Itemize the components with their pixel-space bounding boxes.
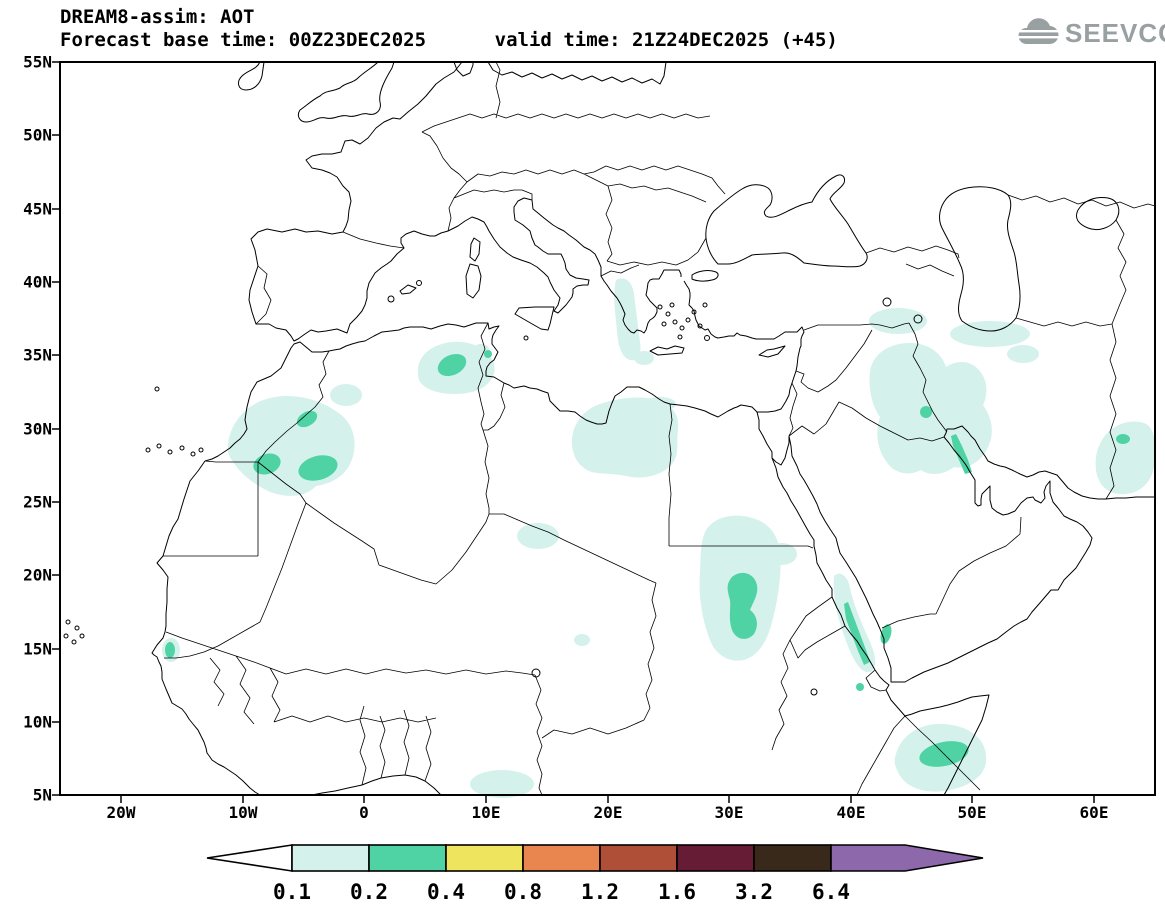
sea-marmara <box>691 270 719 282</box>
borders-mideast <box>788 322 1022 629</box>
y-axis-label: 40N <box>23 273 52 292</box>
colorbar-label: 6.4 <box>812 880 850 904</box>
colorbar-label: 0.2 <box>350 880 388 904</box>
borders-iran-east <box>1007 194 1156 500</box>
y-axis-label: 45N <box>23 200 52 219</box>
colorbar <box>206 844 984 872</box>
colorbar-label: 0.1 <box>273 880 311 904</box>
y-axis-label: 5N <box>33 786 52 805</box>
coastline-turkey-africa <box>151 280 805 796</box>
axis-ticks <box>52 61 1095 803</box>
cloud-icon <box>1018 18 1060 45</box>
colorbar-right-arrow <box>830 844 984 872</box>
borders-europe <box>255 61 960 325</box>
x-axis-label: 20E <box>594 803 623 822</box>
island-corsica <box>469 237 481 262</box>
coastline-ireland <box>238 61 265 91</box>
colorbar-segment-5 <box>599 844 678 872</box>
aot-shading-level2 <box>165 350 1130 767</box>
colorbar-label: 1.2 <box>581 880 619 904</box>
colorbar-label: 3.2 <box>735 880 773 904</box>
aot-shading-level1 <box>162 278 1156 798</box>
coastline-gulf-of-guinea <box>311 774 442 796</box>
country-borders <box>163 61 1156 796</box>
seevccc-logo: SEEVCCC <box>1016 16 1165 50</box>
x-axis-label: 60E <box>1080 803 1109 822</box>
y-axis-label: 10N <box>23 713 52 732</box>
x-axis-label: 10E <box>472 803 501 822</box>
y-axis-label: 20N <box>23 566 52 585</box>
y-axis-label: 50N <box>23 126 52 145</box>
y-axis-label: 55N <box>23 53 52 72</box>
x-axis-label: 0 <box>359 803 369 822</box>
x-axis-label: 40E <box>837 803 866 822</box>
forecast-subtitle: Forecast base time: 00Z23DEC2025 valid t… <box>60 29 838 51</box>
colorbar-segment-1 <box>291 844 370 872</box>
coastline-redsea-somalia <box>756 411 990 796</box>
colorbar-segment-7 <box>753 844 832 872</box>
y-axis-label: 25N <box>23 493 52 512</box>
colorbar-label: 0.4 <box>427 880 465 904</box>
island-crete <box>649 345 685 356</box>
colorbar-label: 1.6 <box>658 880 696 904</box>
colorbar-segment-2 <box>368 844 447 872</box>
y-axis-label: 15N <box>23 640 52 659</box>
colorbar-labels: 0.1 0.2 0.4 0.8 1.2 1.6 3.2 6.4 <box>273 880 850 904</box>
island-dots <box>63 280 923 696</box>
coastline-arabia-persiangulf <box>771 425 1155 683</box>
x-axis-label: 20W <box>107 803 136 822</box>
colorbar-label: 0.8 <box>504 880 542 904</box>
island-mallorca <box>399 284 417 295</box>
coastlines <box>151 61 1155 796</box>
island-cyprus <box>758 345 786 358</box>
sea-caspian <box>939 186 1021 332</box>
borders-africa <box>163 322 981 796</box>
colorbar-segment-4 <box>522 844 601 872</box>
sea-black <box>705 174 868 268</box>
island-sardinia <box>465 263 482 299</box>
island-sicily <box>514 306 555 331</box>
x-axis-labels: 20W 10W 0 10E 20E 30E 40E 50E 60E <box>107 803 1109 822</box>
y-axis-label: 35N <box>23 346 52 365</box>
coastline-baltic <box>487 61 667 85</box>
y-axis-labels: 55N 50N 45N 40N 35N 30N 25N 20N 15N 10N … <box>23 53 52 805</box>
x-axis-label: 10W <box>229 803 258 822</box>
x-axis-label: 50E <box>958 803 987 822</box>
colorbar-segment-6 <box>676 844 755 872</box>
y-axis-label: 30N <box>23 420 52 439</box>
coastline-britain <box>297 61 395 123</box>
plot-title: DREAM8-assim: AOT <box>60 6 255 28</box>
colorbar-left-arrow <box>206 844 293 872</box>
colorbar-segment-3 <box>445 844 524 872</box>
logo-text: SEEVCCC <box>1065 17 1165 48</box>
map-area <box>52 61 1156 803</box>
x-axis-label: 30E <box>715 803 744 822</box>
